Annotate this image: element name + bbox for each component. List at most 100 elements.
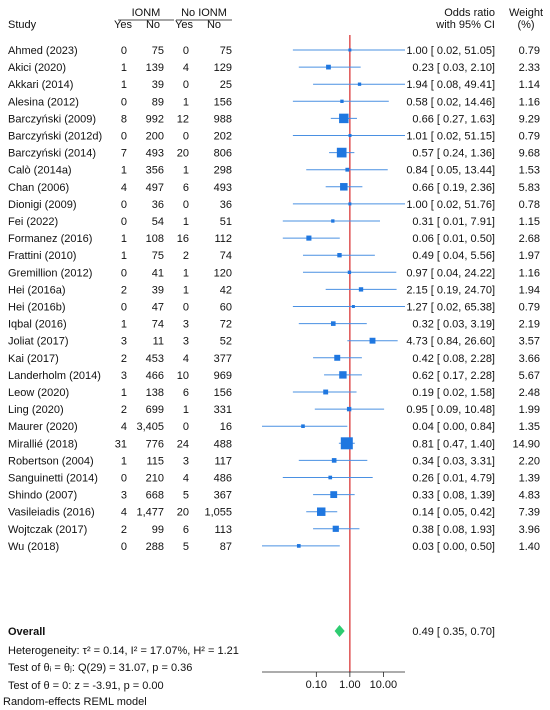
ionm-yes-value: 0 <box>121 473 127 485</box>
ionm-yes-value: 0 <box>121 216 127 228</box>
ionm-no-value: 466 <box>146 370 164 382</box>
study-name: Hei (2016b) <box>8 302 65 314</box>
noionm-no-value: 377 <box>214 353 232 365</box>
study-name: Kai (2017) <box>8 353 59 365</box>
noionm-no-value: 1,055 <box>204 507 232 519</box>
ci-text: 0.57 [ 0.24, 1.36] <box>412 148 495 160</box>
effect-marker <box>348 134 352 137</box>
effect-marker <box>326 64 331 70</box>
study-name: Shindo (2007) <box>8 490 77 502</box>
heterogeneity-text: Heterogeneity: τ² = 0.14, I² = 17.07%, H… <box>8 645 239 657</box>
noionm-yes-value: 0 <box>183 199 189 211</box>
overall-ci-text: 0.49 [ 0.35, 0.70] <box>412 626 495 638</box>
effect-marker <box>358 287 364 292</box>
effect-marker <box>351 305 355 308</box>
ionm-yes-value: 0 <box>121 267 127 279</box>
q-test-text: Test of θᵢ = θⱼ: Q(29) = 31.07, p = 0.36 <box>8 662 192 674</box>
study-name: Calò (2014a) <box>8 165 72 177</box>
header-effect-line2: with 95% CI <box>435 19 495 31</box>
weight-value: 5.83 <box>519 182 540 194</box>
ionm-yes-value: 0 <box>121 96 127 108</box>
study-name: Mirallié (2018) <box>8 438 78 450</box>
ci-text: 0.95 [ 0.09, 10.48] <box>406 404 495 416</box>
noionm-yes-value: 0 <box>183 131 189 143</box>
effect-marker <box>369 337 376 344</box>
noionm-yes-value: 1 <box>183 284 189 296</box>
noionm-yes-value: 0 <box>183 302 189 314</box>
x-tick-label: 1.00 <box>339 679 360 691</box>
ionm-no-value: 776 <box>146 438 164 450</box>
noionm-no-value: 25 <box>220 79 232 91</box>
ci-text: 0.38 [ 0.08, 1.93] <box>412 524 495 536</box>
noionm-no-value: 72 <box>220 319 232 331</box>
ionm-no-value: 41 <box>152 267 164 279</box>
effect-marker <box>301 424 305 429</box>
ci-text: 0.03 [ 0.00, 0.50] <box>412 541 495 553</box>
noionm-yes-value: 0 <box>183 45 189 57</box>
ionm-yes-value: 0 <box>121 131 127 143</box>
noionm-no-value: 493 <box>214 182 232 194</box>
effect-marker <box>331 458 337 463</box>
noionm-no-value: 202 <box>214 131 232 143</box>
noionm-no-value: 156 <box>214 96 232 108</box>
noionm-no-value: 112 <box>214 233 232 245</box>
ionm-yes-value: 3 <box>121 490 127 502</box>
header-weight-line1: Weight <box>509 7 543 19</box>
noionm-yes-value: 0 <box>183 79 189 91</box>
study-name: Fei (2022) <box>8 216 58 228</box>
noionm-yes-value: 4 <box>183 62 189 74</box>
noionm-yes-value: 5 <box>183 490 189 502</box>
table-header: Study IONM No IONM Yes No Yes No Odds ra… <box>8 7 543 31</box>
ci-text: 1.94 [ 0.08, 49.41] <box>406 79 495 91</box>
header-ionm-no: No <box>146 19 160 31</box>
study-name: Gremillion (2012) <box>8 267 92 279</box>
weight-value: 1.35 <box>519 421 540 433</box>
noionm-no-value: 156 <box>214 387 232 399</box>
noionm-yes-value: 1 <box>183 404 189 416</box>
noionm-no-value: 486 <box>214 473 232 485</box>
ionm-yes-value: 3 <box>121 336 127 348</box>
weight-value: 3.96 <box>519 524 540 536</box>
effect-marker <box>348 48 352 52</box>
ionm-yes-value: 2 <box>121 524 127 536</box>
z-test-text: Test of θ = 0: z = -3.91, p = 0.00 <box>8 680 164 692</box>
ionm-no-value: 47 <box>152 302 164 314</box>
ionm-no-value: 39 <box>152 79 164 91</box>
ci-text: 0.66 [ 0.19, 2.36] <box>412 182 495 194</box>
ionm-no-value: 138 <box>146 387 164 399</box>
noionm-yes-value: 4 <box>183 473 189 485</box>
weight-value: 3.66 <box>519 353 540 365</box>
ci-text: 1.00 [ 0.02, 51.05] <box>406 45 495 57</box>
noionm-yes-value: 20 <box>177 148 189 160</box>
effect-marker <box>337 253 342 258</box>
ionm-yes-value: 1 <box>121 319 127 331</box>
ionm-no-value: 356 <box>146 165 164 177</box>
weight-value: 1.14 <box>519 79 540 91</box>
x-tick-label: 0.10 <box>306 679 327 691</box>
noionm-no-value: 16 <box>220 421 232 433</box>
noionm-no-value: 120 <box>214 267 232 279</box>
ionm-no-value: 39 <box>152 284 164 296</box>
model-note: Random-effects REML model <box>3 696 147 708</box>
effect-marker <box>328 475 333 480</box>
ionm-no-value: 992 <box>146 113 164 125</box>
study-name: Barczyński (2014) <box>8 148 96 160</box>
ci-text: 0.66 [ 0.27, 1.63] <box>412 113 495 125</box>
effect-marker <box>340 99 344 103</box>
ci-text: 0.04 [ 0.00, 0.84] <box>412 421 495 433</box>
weight-value: 2.19 <box>519 319 540 331</box>
noionm-yes-value: 3 <box>183 319 189 331</box>
noionm-yes-value: 24 <box>177 438 189 450</box>
study-name: Ahmed (2023) <box>8 45 78 57</box>
ci-text: 2.15 [ 0.19, 24.70] <box>406 284 495 296</box>
noionm-yes-value: 1 <box>183 216 189 228</box>
ci-text: 4.73 [ 0.84, 26.60] <box>406 336 495 348</box>
noionm-yes-value: 10 <box>177 370 189 382</box>
ionm-no-value: 139 <box>146 62 164 74</box>
effect-marker <box>331 219 335 223</box>
ionm-yes-value: 2 <box>121 353 127 365</box>
effect-marker <box>339 371 347 379</box>
study-name: Landerholm (2014) <box>8 370 101 382</box>
ionm-yes-value: 0 <box>121 541 127 553</box>
noionm-no-value: 988 <box>214 113 232 125</box>
